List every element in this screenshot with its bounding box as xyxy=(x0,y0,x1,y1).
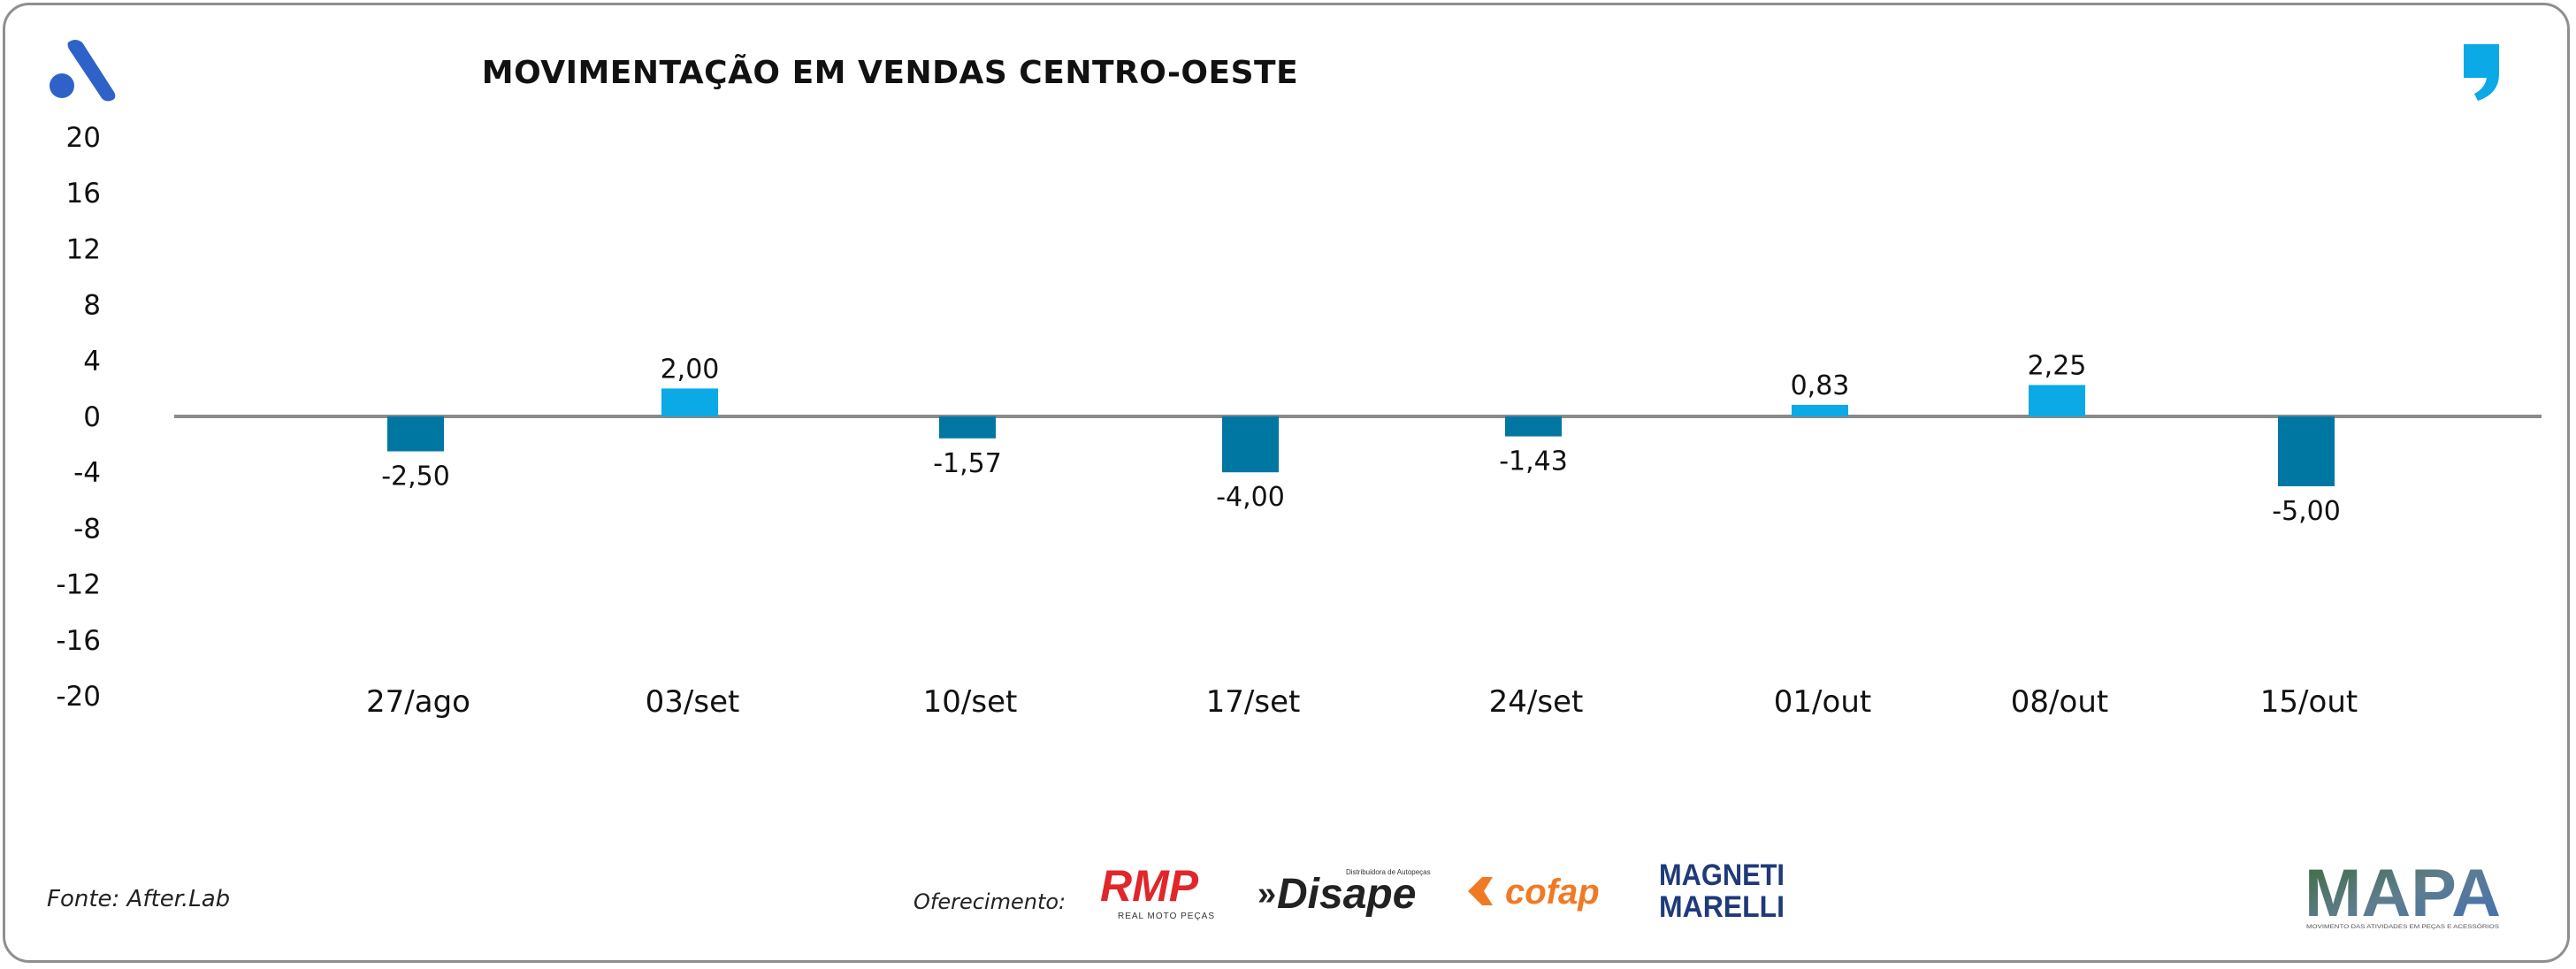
x-category-label: 24/set xyxy=(1489,684,1584,720)
data-label: -1,57 xyxy=(933,448,1002,479)
cofap-logo: cofap xyxy=(1468,873,1600,912)
x-category-label: 03/set xyxy=(646,684,740,720)
data-label: 2,25 xyxy=(2028,350,2087,381)
y-tick-label: -8 xyxy=(73,513,101,545)
x-category-label: 08/out xyxy=(2011,684,2108,720)
bar-01/out xyxy=(1792,404,1848,416)
rmp-logo-text: RMP xyxy=(1100,862,1199,911)
rmp-logo-subtitle: REAL MOTO PEÇAS xyxy=(1118,912,1215,921)
bar-03/set xyxy=(661,388,718,416)
data-label: -4,00 xyxy=(1216,482,1285,513)
bar-17/set xyxy=(1222,416,1279,473)
svg-text:»: » xyxy=(1257,875,1276,912)
y-tick-label: 20 xyxy=(66,122,101,154)
data-label: -1,43 xyxy=(1499,446,1568,477)
disape-logo: » Disape Distribuidora de Autopeças xyxy=(1257,868,1431,918)
chart-title: MOVIMENTAÇÃO EM VENDAS CENTRO-OESTE xyxy=(481,55,1299,91)
y-tick-label: -12 xyxy=(56,569,101,601)
x-category-label: 15/out xyxy=(2260,684,2358,720)
data-label: -2,50 xyxy=(381,462,450,492)
mapa-logo-text: MAPA xyxy=(2305,859,2501,931)
quote-mark-icon xyxy=(2464,44,2499,101)
y-tick-label: 0 xyxy=(83,401,101,433)
y-tick-label: 16 xyxy=(66,178,101,210)
data-label: 0,83 xyxy=(1791,370,1850,401)
marelli-logo-text: MARELLI xyxy=(1659,890,1785,924)
bar-24/set xyxy=(1505,416,1562,437)
magneti-logo-text: MAGNETI xyxy=(1659,858,1785,892)
y-tick-label: -16 xyxy=(56,625,101,657)
bar-10/set xyxy=(939,416,996,439)
bar-08/out xyxy=(2029,385,2085,416)
x-category-label: 10/set xyxy=(923,684,1018,720)
cofap-logo-text: cofap xyxy=(1505,873,1600,912)
data-label: -5,00 xyxy=(2272,496,2341,527)
mapa-logo: MAPA MOVIMENTO DAS ATIVIDADES EM PEÇAS E… xyxy=(2305,859,2501,931)
x-category-label: 27/ago xyxy=(366,684,470,720)
chart-card xyxy=(3,3,2570,963)
y-tick-label: -20 xyxy=(56,681,101,713)
disape-logo-subtitle: Distribuidora de Autopeças xyxy=(1346,868,1431,876)
x-category-label: 01/out xyxy=(1774,684,1871,720)
y-tick-label: 12 xyxy=(66,233,101,265)
afterlab-logo xyxy=(50,40,116,102)
y-tick-label: -4 xyxy=(73,457,101,489)
y-tick-label: 8 xyxy=(83,290,101,322)
source-note: Fonte: After.Lab xyxy=(47,886,231,912)
bar-15/out xyxy=(2278,416,2335,486)
magneti-marelli-logo: MAGNETI MARELLI xyxy=(1659,858,1785,924)
bar-27/ago xyxy=(387,416,444,452)
data-label: 2,00 xyxy=(661,354,720,385)
rmp-logo: RMP REAL MOTO PEÇAS xyxy=(1100,862,1215,921)
sponsor-label: Oferecimento: xyxy=(913,889,1066,914)
mapa-tagline: MOVIMENTO DAS ATIVIDADES EM PEÇAS E ACES… xyxy=(2306,922,2500,930)
disape-logo-text: Disape xyxy=(1277,871,1416,918)
x-category-label: 17/set xyxy=(1206,684,1301,720)
y-tick-label: 4 xyxy=(83,346,101,378)
